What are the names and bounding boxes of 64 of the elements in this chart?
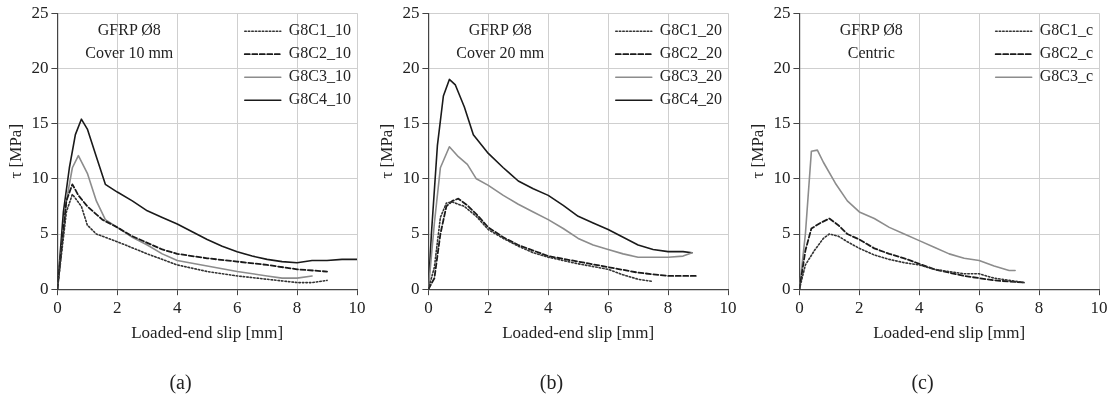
legend-label: G8C2_c xyxy=(1039,44,1093,62)
legend-label: G8C2_20 xyxy=(659,44,723,62)
x-tick-label: 6 xyxy=(232,297,242,317)
annotation: GFRP Ø8 xyxy=(839,21,903,39)
y-tick-label: 15 xyxy=(402,113,420,133)
x-tick-label: 8 xyxy=(663,297,673,317)
x-axis-title: Loaded-end slip [mm] xyxy=(131,323,284,343)
text: (c) xyxy=(911,371,934,395)
y-tick-label: 20 xyxy=(31,57,49,77)
x-tick-label: 6 xyxy=(603,297,613,317)
y-tick-label: 5 xyxy=(39,223,49,243)
x-tick-label: 4 xyxy=(172,297,182,317)
legend-label: G8C1_10 xyxy=(288,21,352,39)
x-tick-label: 10 xyxy=(1090,297,1108,317)
x-tick-label: 4 xyxy=(914,297,924,317)
line-series xyxy=(799,233,1025,290)
x-tick-label: 0 xyxy=(424,297,433,317)
x-tick-label: 4 xyxy=(543,297,553,317)
x-tick-label: 8 xyxy=(292,297,302,317)
x-tick-label: 2 xyxy=(484,297,493,317)
y-tick-label: 20 xyxy=(402,57,420,77)
text: (b) xyxy=(539,371,564,395)
x-axis-title: Loaded-end slip [mm] xyxy=(873,323,1026,343)
legend-label: G8C1_20 xyxy=(659,21,723,39)
x-tick-label: 10 xyxy=(719,297,737,317)
y-tick-label: 5 xyxy=(410,223,420,243)
x-tick-label: 0 xyxy=(53,297,62,317)
y-tick-label: 10 xyxy=(773,168,791,188)
x-axis-title: Loaded-end slip [mm] xyxy=(502,323,655,343)
x-tick-label: 2 xyxy=(113,297,122,317)
y-axis-title: τ [MPa] xyxy=(5,123,25,179)
y-tick-label: 10 xyxy=(31,168,49,188)
y-tick-label: 0 xyxy=(39,278,49,298)
y-tick-label: 10 xyxy=(402,168,420,188)
annotation: GFRP Ø8 xyxy=(97,21,161,39)
y-tick-label: 25 xyxy=(773,2,791,22)
x-tick-label: 0 xyxy=(795,297,804,317)
annotation: Cover 10 mm xyxy=(85,44,174,62)
y-tick-label: 15 xyxy=(773,113,791,133)
legend-label: G8C4_20 xyxy=(659,90,723,108)
y-tick-label: 0 xyxy=(781,278,791,298)
annotation: GFRP Ø8 xyxy=(468,21,532,39)
x-tick-label: 8 xyxy=(1034,297,1044,317)
y-tick-label: 25 xyxy=(31,2,49,22)
y-axis-title: τ [MPa] xyxy=(376,123,396,179)
line-series xyxy=(428,201,654,290)
annotation: Centric xyxy=(847,44,895,62)
legend-label: G8C2_10 xyxy=(288,44,352,62)
x-tick-label: 6 xyxy=(974,297,984,317)
y-tick-label: 5 xyxy=(781,223,791,243)
legend-label: G8C1_c xyxy=(1039,21,1093,39)
legend-label: G8C3_c xyxy=(1039,67,1093,85)
legend-label: G8C3_20 xyxy=(659,67,723,85)
y-tick-label: 15 xyxy=(31,113,49,133)
y-tick-label: 25 xyxy=(402,2,420,22)
legend-label: G8C3_10 xyxy=(288,67,352,85)
y-axis-title: τ [MPa] xyxy=(747,123,767,179)
x-tick-label: 2 xyxy=(855,297,864,317)
annotation: Cover 20 mm xyxy=(456,44,545,62)
y-tick-label: 20 xyxy=(773,57,791,77)
legend-label: G8C4_10 xyxy=(288,90,352,108)
x-tick-label: 10 xyxy=(348,297,366,317)
y-tick-label: 0 xyxy=(410,278,420,298)
text: (a) xyxy=(169,371,192,395)
